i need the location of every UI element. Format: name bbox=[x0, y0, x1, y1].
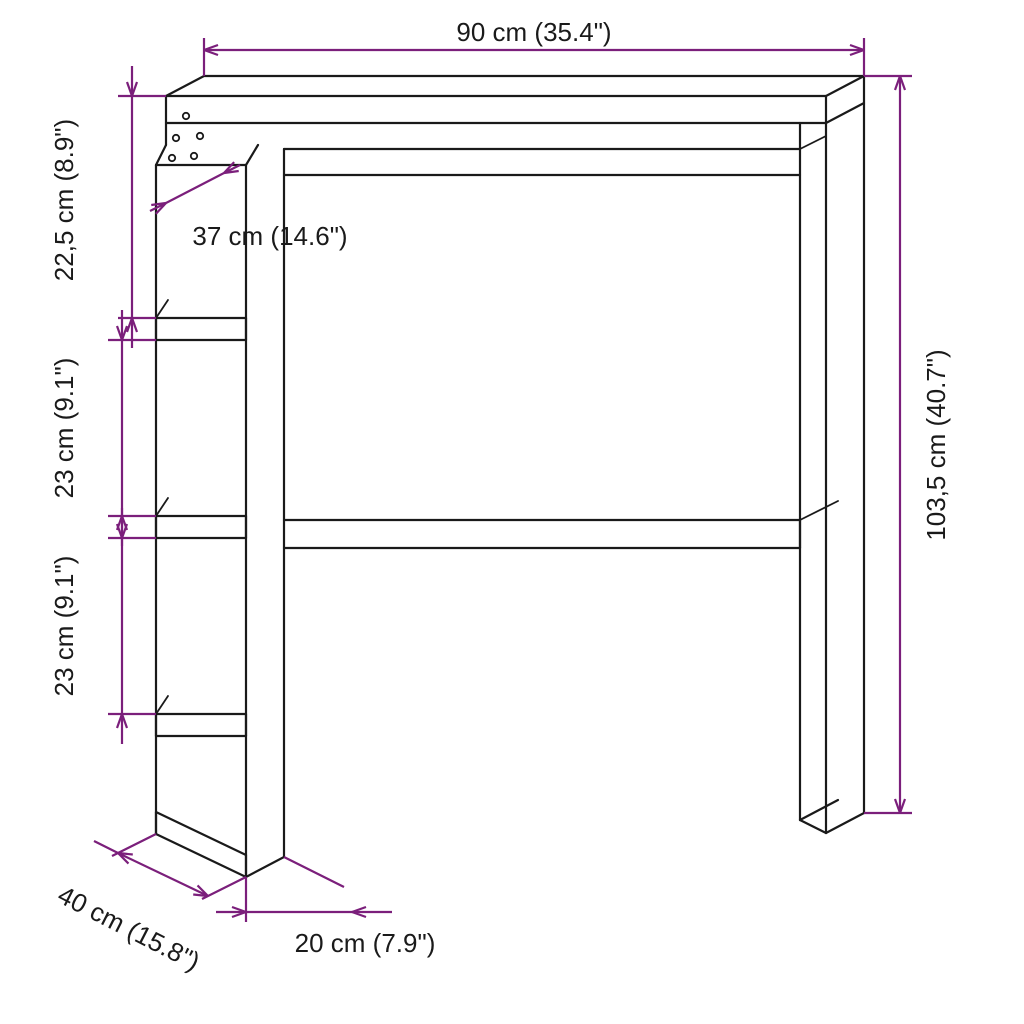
dim-depth-iso: 37 cm (14.6") bbox=[192, 221, 347, 251]
dim-width-top: 90 cm (35.4") bbox=[456, 17, 611, 47]
dim-floor-inset: 20 cm (7.9") bbox=[295, 928, 436, 958]
dim-left-low: 23 cm (9.1") bbox=[49, 556, 79, 697]
dim-height: 103,5 cm (40.7") bbox=[921, 349, 951, 540]
dimension-annotations bbox=[94, 38, 912, 922]
dimension-labels: 90 cm (35.4") 103,5 cm (40.7") 22,5 cm (8.… bbox=[49, 17, 951, 977]
dim-floor-depth: 40 cm (15.8") bbox=[53, 880, 205, 977]
dim-left-mid: 23 cm (9.1") bbox=[49, 358, 79, 499]
furniture-outline bbox=[156, 76, 864, 877]
dim-left-top: 22,5 cm (8.9") bbox=[49, 119, 79, 281]
